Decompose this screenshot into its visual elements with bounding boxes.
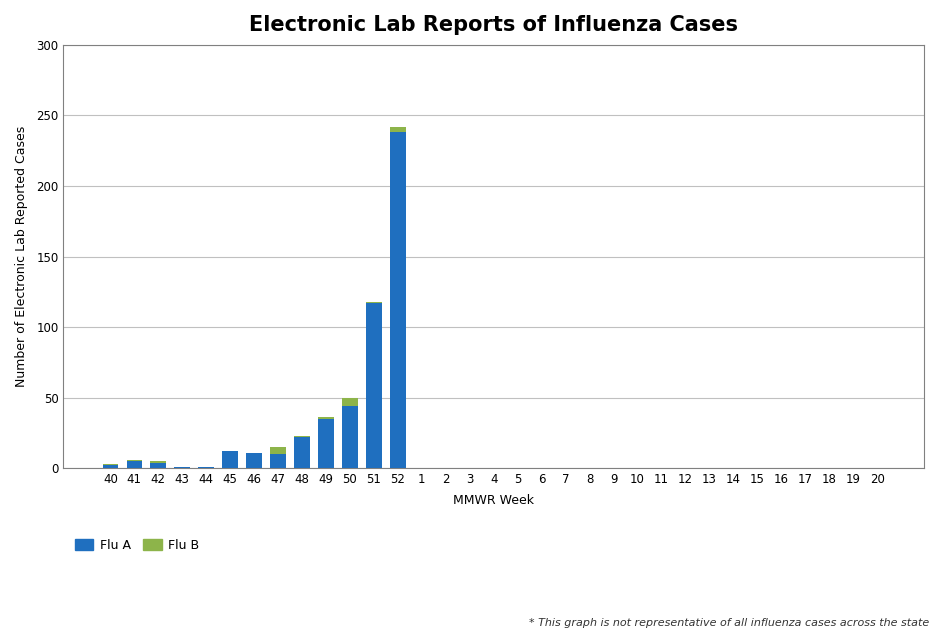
Bar — [294, 437, 310, 468]
Bar — [270, 454, 285, 468]
Bar — [366, 303, 382, 468]
Bar — [270, 447, 285, 454]
Legend: Flu A, Flu B: Flu A, Flu B — [69, 534, 205, 557]
Bar — [175, 467, 190, 468]
Y-axis label: Number of Electronic Lab Reported Cases: Number of Electronic Lab Reported Cases — [15, 126, 28, 387]
Bar — [246, 452, 262, 468]
Bar — [150, 463, 166, 468]
Title: Electronic Lab Reports of Influenza Cases: Electronic Lab Reports of Influenza Case… — [249, 15, 738, 35]
Text: * This graph is not representative of all influenza cases across the state: * This graph is not representative of al… — [530, 618, 930, 628]
Bar — [366, 302, 382, 303]
Bar — [342, 406, 358, 468]
Bar — [223, 451, 238, 468]
Bar — [127, 461, 142, 468]
Bar — [102, 464, 118, 466]
Bar — [318, 419, 333, 468]
Bar — [294, 436, 310, 437]
Bar — [102, 466, 118, 468]
X-axis label: MMWR Week: MMWR Week — [454, 495, 534, 507]
Bar — [127, 460, 142, 461]
Bar — [318, 418, 333, 419]
Bar — [390, 127, 406, 133]
Bar — [342, 398, 358, 406]
Bar — [390, 133, 406, 468]
Bar — [198, 467, 214, 468]
Bar — [150, 461, 166, 463]
